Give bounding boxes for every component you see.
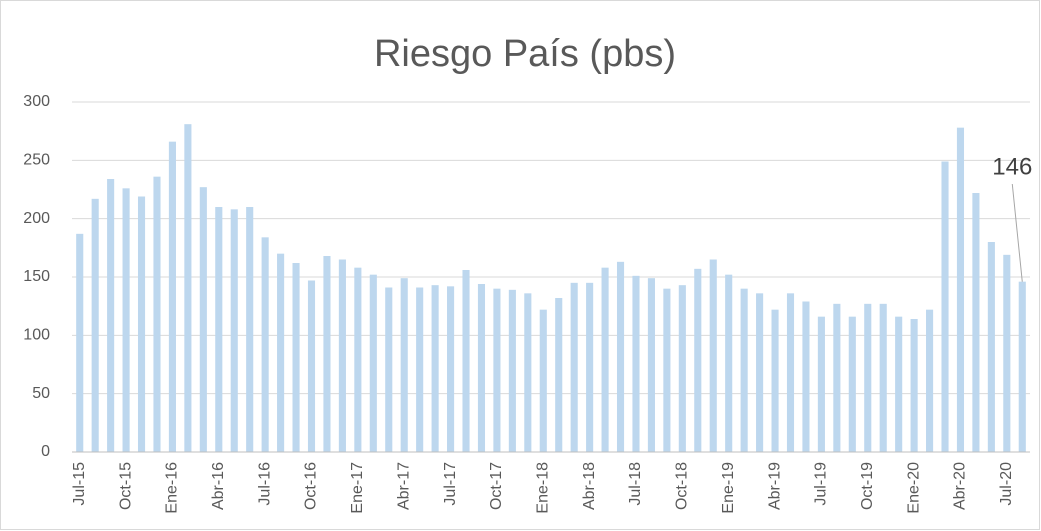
bar [601, 267, 609, 452]
bar [570, 282, 578, 452]
y-tick-label: 0 [41, 443, 50, 460]
bar [725, 274, 733, 452]
bar [771, 309, 779, 452]
x-tick-label: Jul-15 [71, 462, 88, 506]
x-tick-label: Ene-20 [905, 462, 922, 514]
bar [1003, 254, 1011, 452]
bar [462, 270, 470, 452]
bar [694, 268, 702, 452]
bar [338, 259, 346, 452]
bar [647, 278, 655, 452]
bar [76, 233, 84, 452]
y-tick-label: 50 [32, 385, 50, 402]
x-tick-label: Oct-15 [117, 462, 134, 510]
y-tick-label: 200 [23, 210, 50, 227]
bar [431, 285, 439, 452]
bar [168, 141, 176, 452]
bar [323, 256, 331, 452]
bar [261, 237, 269, 452]
bar [848, 316, 856, 452]
bar [199, 187, 207, 452]
x-tick-label: Abr-20 [952, 462, 969, 510]
bar [616, 261, 625, 452]
y-tick-label: 150 [23, 268, 50, 285]
x-tick-label: Abr-16 [210, 462, 227, 510]
bar [740, 288, 748, 452]
bar [153, 176, 161, 452]
bar [926, 309, 934, 452]
bar [756, 293, 764, 452]
bar [586, 282, 594, 452]
bar [447, 286, 455, 452]
bar [137, 196, 146, 452]
bar [972, 193, 980, 452]
bar [864, 303, 872, 452]
bar [91, 198, 99, 452]
bar [879, 303, 887, 452]
bar [477, 284, 486, 452]
bar [369, 274, 377, 452]
bar [539, 309, 547, 452]
bar [277, 253, 285, 452]
bar [910, 319, 918, 452]
bar [416, 287, 424, 452]
x-tick-label: Jul-17 [442, 462, 459, 506]
bar [122, 188, 130, 453]
leader-line [1011, 183, 1023, 282]
bar [833, 303, 841, 452]
bar [987, 242, 995, 452]
x-tick-label: Jul-19 [813, 462, 830, 506]
x-tick-label: Abr-19 [766, 462, 783, 510]
bar [632, 275, 640, 452]
bar [385, 287, 393, 452]
x-tick-label: Jul-20 [998, 462, 1015, 506]
bar [786, 293, 795, 452]
bar [663, 288, 671, 452]
bar [292, 263, 300, 452]
x-tick-label: Oct-16 [303, 462, 320, 510]
bar [215, 207, 223, 452]
data-label: 146 [992, 153, 1032, 180]
bar [230, 209, 238, 452]
x-tick-label: Oct-17 [488, 462, 505, 510]
y-tick-label: 250 [23, 152, 50, 169]
bar [817, 316, 825, 452]
bar [555, 298, 563, 452]
bar [895, 316, 903, 452]
chart-title: Riesgo País (pbs) [374, 33, 676, 75]
bar [1018, 281, 1026, 452]
x-tick-label: Ene-18 [534, 462, 551, 514]
x-tick-label: Oct-18 [674, 462, 691, 510]
x-tick-label: Oct-19 [859, 462, 876, 510]
y-tick-label: 100 [23, 327, 50, 344]
bar [493, 288, 501, 452]
bar [307, 280, 316, 452]
bar [508, 289, 516, 452]
x-tick-label: Ene-17 [349, 462, 366, 514]
bar [107, 179, 115, 452]
bar [709, 259, 717, 452]
x-tick-label: Ene-16 [164, 462, 181, 514]
bar [354, 267, 362, 452]
bar [678, 285, 686, 452]
bar [184, 124, 192, 453]
bar [400, 278, 408, 452]
x-tick-label: Jul-16 [256, 462, 273, 506]
bar [956, 127, 965, 453]
bar [802, 301, 810, 452]
bar [524, 293, 532, 452]
x-tick-label: Jul-18 [627, 462, 644, 506]
x-tick-label: Abr-18 [581, 462, 598, 510]
x-tick-label: Abr-17 [395, 462, 412, 510]
y-tick-label: 300 [23, 93, 50, 110]
bar [246, 207, 254, 452]
bar [941, 161, 949, 452]
x-tick-label: Ene-19 [720, 462, 737, 514]
